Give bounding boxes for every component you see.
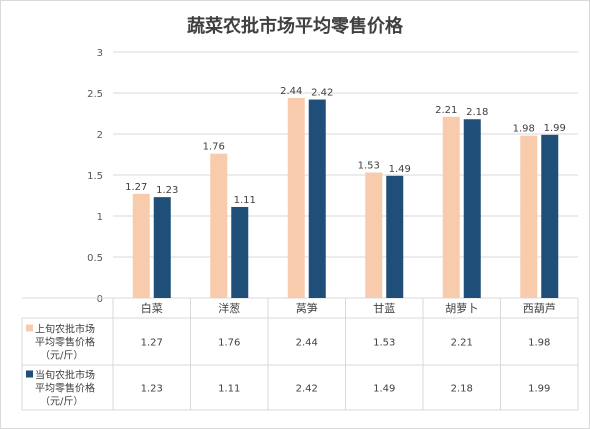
table-cell: 1.23 [141, 384, 163, 395]
table-cell: 2.21 [451, 338, 473, 349]
y-tick-label: 2 [97, 130, 103, 141]
table-cell: 2.18 [451, 384, 473, 395]
legend-key [26, 370, 33, 378]
category-label: 白菜 [141, 301, 163, 315]
table-cell: 1.27 [141, 338, 163, 349]
bar [287, 97, 305, 298]
chart-title: 蔬菜农批市场平均零售价格 [187, 16, 403, 37]
data-label: 1.76 [203, 142, 225, 153]
data-label: 1.98 [513, 124, 535, 135]
category-label: 西葫芦 [523, 302, 556, 315]
data-label: 2.44 [280, 86, 302, 97]
bar [442, 116, 460, 298]
legend-key [26, 324, 33, 332]
series-label: 平均零售价格 [35, 336, 95, 349]
bar [308, 99, 326, 298]
y-tick-label: 0.5 [87, 253, 103, 264]
series-label: 上旬农批市场 [35, 323, 95, 336]
data-label: 1.27 [125, 182, 147, 193]
table-cell: 1.98 [528, 338, 550, 349]
y-tick-label: 3 [97, 48, 103, 59]
bar [132, 193, 150, 298]
table-cell: 1.49 [373, 384, 395, 395]
table-cell: 1.53 [373, 338, 395, 349]
data-label: 1.53 [358, 161, 380, 172]
category-label: 洋葱 [218, 301, 240, 315]
bar [231, 206, 249, 298]
table-cell: 2.44 [296, 338, 318, 349]
bar [153, 197, 171, 298]
table-cell: 1.11 [218, 384, 240, 395]
bar [365, 172, 383, 298]
table-cell: 1.99 [528, 384, 550, 395]
data-label: 1.23 [156, 185, 178, 196]
category-label: 莴笋 [296, 301, 318, 315]
category-label: 胡萝卜 [445, 301, 478, 315]
bar [541, 134, 559, 298]
bar [386, 175, 404, 298]
data-label: 2.21 [435, 105, 457, 116]
data-label: 1.99 [544, 123, 566, 134]
bar [210, 153, 228, 298]
series-label: 平均零售价格 [35, 382, 95, 395]
bar [520, 135, 538, 298]
table-cell: 1.76 [218, 338, 240, 349]
series-label: 当旬农批市场 [35, 369, 95, 382]
y-tick-label: 2.5 [87, 89, 103, 100]
series-label: （元/斤） [40, 350, 83, 362]
table-cell: 2.42 [296, 384, 318, 395]
series-label: （元/斤） [40, 396, 83, 408]
category-label: 甘蓝 [373, 302, 395, 315]
data-label: 1.49 [389, 164, 411, 175]
data-label: 2.42 [311, 88, 333, 99]
data-label: 1.11 [234, 195, 256, 206]
bar [463, 119, 481, 299]
y-tick-label: 1.5 [87, 171, 103, 182]
y-tick-label: 0 [97, 294, 103, 305]
y-tick-label: 1 [97, 212, 103, 223]
data-label: 2.18 [466, 107, 488, 118]
